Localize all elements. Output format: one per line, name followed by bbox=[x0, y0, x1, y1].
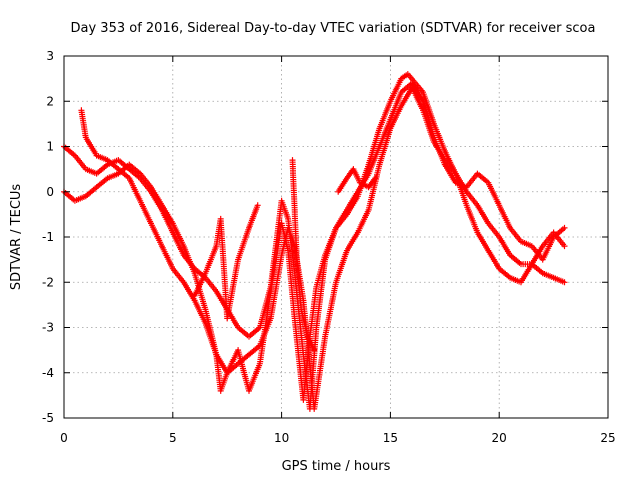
y-tick-labels: -5 -4 -3 -2 -1 0 1 2 3 bbox=[42, 49, 54, 425]
series-day-6 bbox=[335, 166, 379, 195]
y-tick-label: -4 bbox=[42, 366, 54, 380]
y-tick-label: 2 bbox=[46, 94, 54, 108]
y-axis-label: SDTVAR / TECUs bbox=[9, 184, 24, 291]
x-axis-label: GPS time / hours bbox=[282, 459, 391, 474]
x-tick-label: 10 bbox=[274, 431, 289, 445]
y-tick-label: 1 bbox=[46, 140, 54, 154]
y-tick-label: -2 bbox=[42, 275, 54, 289]
x-tick-label: 15 bbox=[383, 431, 398, 445]
y-tick-label: 0 bbox=[46, 185, 54, 199]
series-day-4 bbox=[191, 202, 261, 322]
y-tick-label: -3 bbox=[42, 321, 54, 335]
y-tick-label: -5 bbox=[42, 411, 54, 425]
x-tick-labels: 0 5 10 15 20 25 bbox=[60, 431, 615, 445]
x-tick-label: 20 bbox=[492, 431, 507, 445]
chart-title: Day 353 of 2016, Sidereal Day-to-day VTE… bbox=[71, 21, 596, 36]
series-day-5 bbox=[289, 157, 318, 354]
x-tick-label: 5 bbox=[169, 431, 177, 445]
axis-ticks bbox=[63, 55, 609, 419]
series-day-3 bbox=[78, 84, 568, 412]
grid-lines bbox=[64, 56, 608, 418]
series-day-2 bbox=[61, 80, 568, 412]
y-tick-label: -1 bbox=[42, 230, 54, 244]
data-series-group bbox=[61, 71, 568, 412]
x-tick-label: 25 bbox=[600, 431, 615, 445]
x-tick-label: 0 bbox=[60, 431, 68, 445]
y-tick-label: 3 bbox=[46, 49, 54, 63]
